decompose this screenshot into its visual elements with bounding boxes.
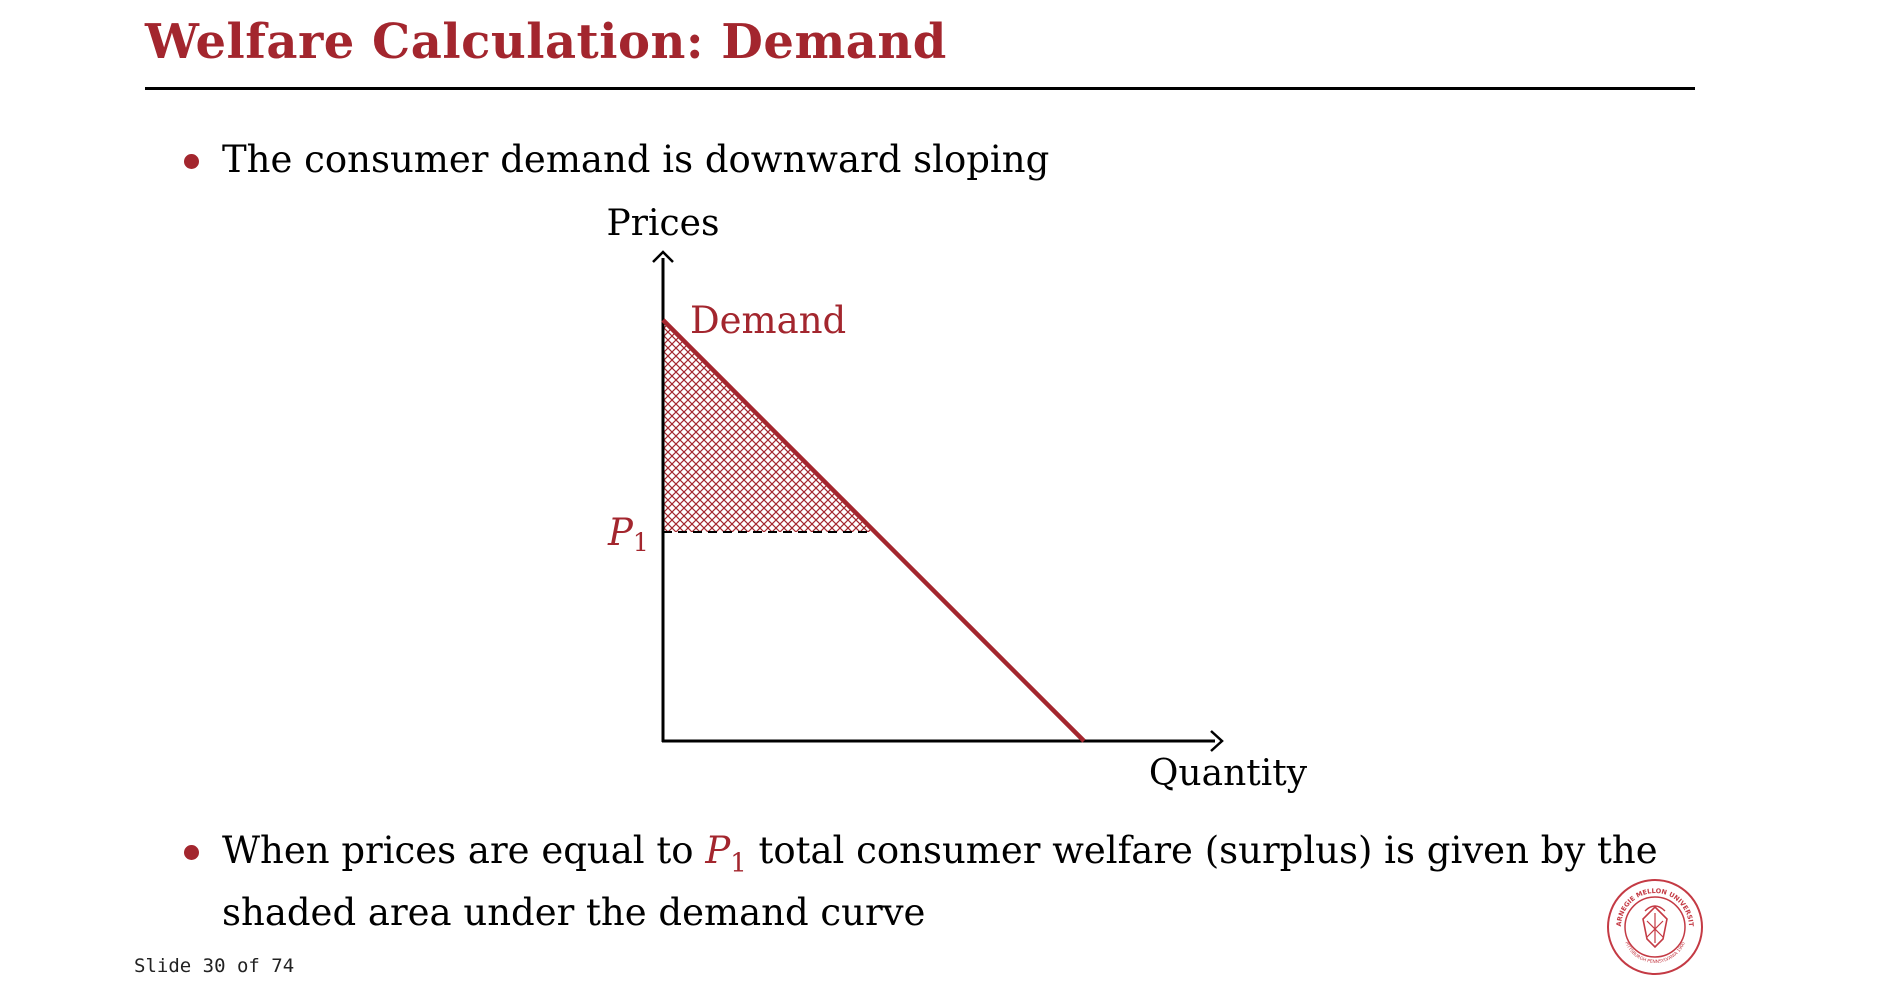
university-seal-logo: CARNEGIE MELLON UNIVERSITY PITTSBURGH PE… <box>1605 877 1703 975</box>
bullet-1-text: The consumer demand is downward sloping <box>222 138 1050 181</box>
demand-curve-label: Demand <box>690 299 846 342</box>
bullet-dot-icon <box>184 154 199 169</box>
y-axis-label: Prices <box>607 203 720 244</box>
slide-title: Welfare Calculation: Demand <box>145 14 947 70</box>
bullet-2-math-p1: P1 <box>705 829 747 879</box>
title-divider <box>145 87 1695 90</box>
slide-counter: Slide 30 of 74 <box>134 955 295 977</box>
bullet-dot-icon <box>184 845 199 860</box>
bullet-2: When prices are equal to P1 total consum… <box>184 826 1702 938</box>
bullet-2-text-after: total consumer welfare (surplus) is give… <box>222 829 1658 935</box>
price-p1-label: P1 <box>607 511 649 557</box>
bullet-2-text-before: When prices are equal to <box>222 829 694 872</box>
x-axis-label: Quantity <box>1149 753 1308 794</box>
bullet-1: The consumer demand is downward sloping <box>184 135 1050 185</box>
demand-curve <box>661 318 1086 743</box>
x-axis-arrow-icon <box>1210 730 1224 752</box>
y-axis-arrow-icon <box>652 250 674 263</box>
